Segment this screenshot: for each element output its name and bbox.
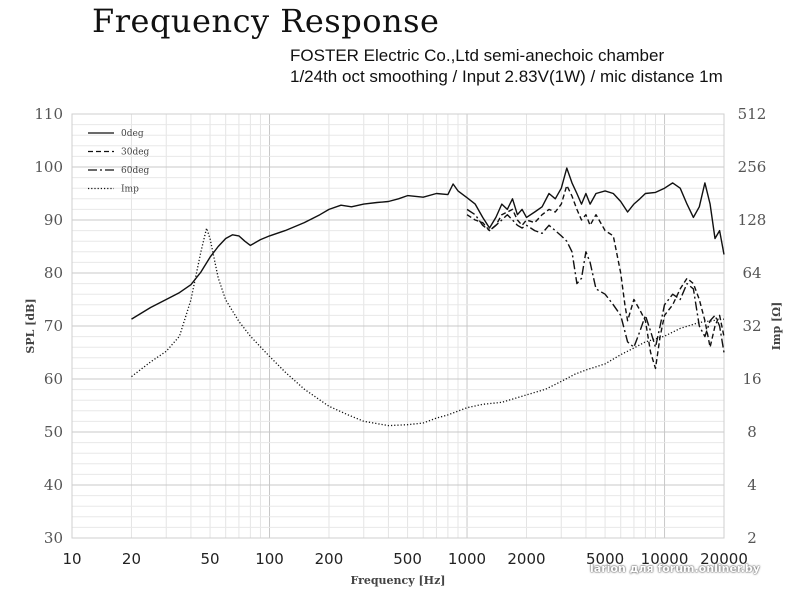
x-tick-label: 100 xyxy=(255,550,284,568)
y-tick-label: 50 xyxy=(44,423,63,441)
x-tick-label: 1000 xyxy=(448,550,486,568)
x-tick-label: 50 xyxy=(201,550,220,568)
tick-labels: 10 20 50 100 200 500 1000 2000 5000 10000 20000 30 4… xyxy=(34,105,766,568)
series-line-60deg xyxy=(466,208,725,353)
y-tick-label: 70 xyxy=(44,317,63,335)
y2-axis-label: Imp [Ω] xyxy=(770,302,783,351)
y2-tick-label: 128 xyxy=(738,211,767,229)
x-tick-label: 20 xyxy=(122,550,141,568)
y-tick-label: 40 xyxy=(44,476,63,494)
y2-tick-label: 256 xyxy=(738,158,767,176)
y2-tick-label: 64 xyxy=(742,264,761,282)
y-tick-label: 80 xyxy=(44,264,63,282)
y2-tick-label: 8 xyxy=(747,423,757,441)
y-axis-label: SPL [dB] xyxy=(24,298,37,353)
legend-label: 0deg xyxy=(121,129,144,139)
y2-tick-label: 4 xyxy=(747,476,757,494)
legend-label: 60deg xyxy=(121,166,150,176)
chart-title: Frequency Response xyxy=(92,2,440,40)
grid xyxy=(71,113,725,539)
y-tick-label: 30 xyxy=(44,529,63,547)
x-tick-label: 500 xyxy=(393,550,422,568)
y2-tick-label: 2 xyxy=(747,529,757,547)
subtitle-line-1: FOSTER Electric Co.,Ltd semi-anechoic ch… xyxy=(290,46,665,65)
x-axis-label: Frequency [Hz] xyxy=(350,574,445,587)
x-tick-label: 20000 xyxy=(700,550,748,568)
x-tick-label: 200 xyxy=(315,550,344,568)
x-tick-label: 2000 xyxy=(507,550,545,568)
x-tick-label: 10 xyxy=(62,550,81,568)
legend-label: 30deg xyxy=(121,148,150,158)
x-tick-label: 5000 xyxy=(586,550,624,568)
subtitle-line-2: 1/24th oct smoothing / Input 2.83V(1W) /… xyxy=(290,67,723,86)
y2-tick-label: 16 xyxy=(742,370,761,388)
y2-tick-label: 32 xyxy=(742,317,761,335)
series-line-0deg xyxy=(131,167,725,320)
x-tick-label: 10000 xyxy=(641,550,689,568)
series-line-imp xyxy=(131,227,725,427)
series-line-30deg xyxy=(466,184,725,370)
y2-tick-label: 512 xyxy=(738,105,767,123)
y-tick-label: 110 xyxy=(34,105,63,123)
series-group xyxy=(131,167,725,427)
y-tick-label: 100 xyxy=(34,158,63,176)
plot-frame xyxy=(71,113,725,539)
y-tick-label: 60 xyxy=(44,370,63,388)
legend: 0deg 30deg 60deg Imp xyxy=(88,129,150,195)
watermark: larion для forum.onliner.by xyxy=(590,562,760,575)
legend-label: Imp xyxy=(121,185,139,195)
y-tick-label: 90 xyxy=(44,211,63,229)
